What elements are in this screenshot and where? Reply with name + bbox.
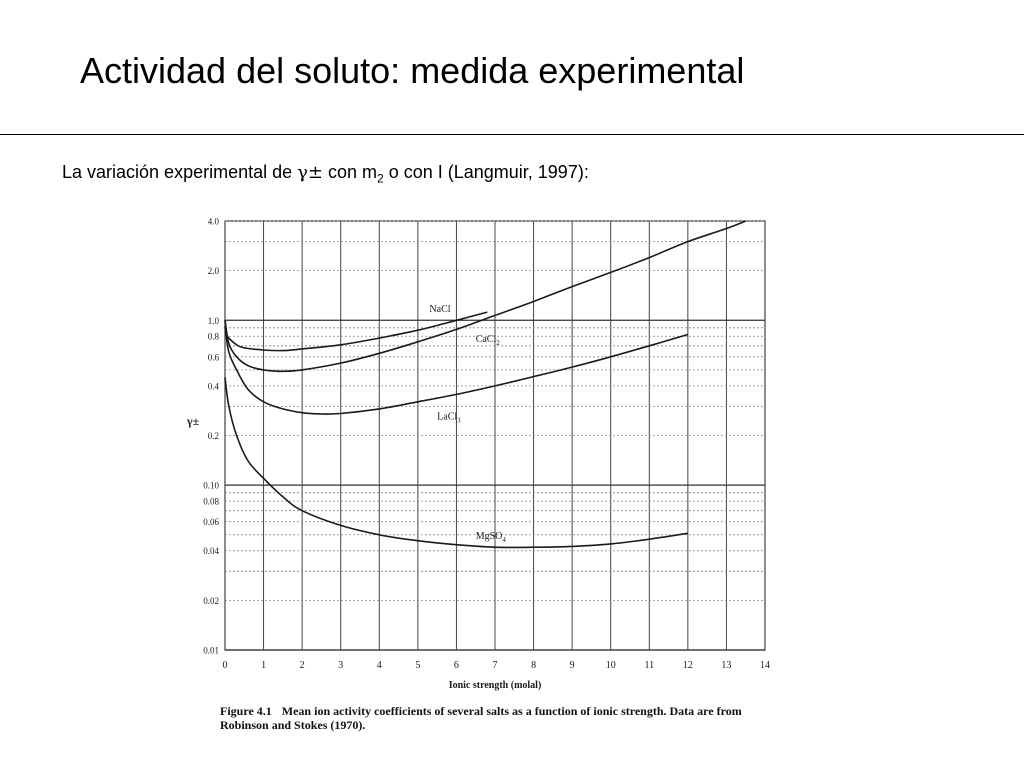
x-tick-label: 11 <box>644 660 654 671</box>
subtitle-text-mid: con m <box>322 162 378 182</box>
figure-label: Figure 4.1 <box>220 704 272 718</box>
x-tick-label: 12 <box>683 660 693 671</box>
x-tick-label: 0 <box>223 660 228 671</box>
y-tick-label: 0.2 <box>208 431 219 441</box>
cacl2-curve <box>224 220 747 373</box>
x-tick-label: 1 <box>261 660 266 671</box>
slide-title: Actividad del soluto: medida experimenta… <box>80 50 745 91</box>
y-tick-label: 0.02 <box>203 596 219 606</box>
slide-subtitle: La variación experimental de γ± con m2 o… <box>62 162 589 186</box>
mgso4-curve <box>224 377 689 549</box>
x-tick-label: 4 <box>377 660 382 671</box>
chart-curves <box>224 220 747 549</box>
chart-tick-labels: 0 1 2 3 4 5 6 7 8 9 10 11 12 13 144.02.01.00.80.60.40.… <box>203 217 770 672</box>
mgso4-series-label: MgSO4 <box>476 531 507 544</box>
x-axis-label: Ionic strength (molal) <box>449 680 542 691</box>
x-tick-label: 13 <box>721 660 731 671</box>
subscript-two: 2 <box>377 171 384 186</box>
y-tick-label: 0.8 <box>208 332 220 342</box>
subtitle-text-start: La variación experimental de <box>62 162 298 182</box>
y-tick-label: 2.0 <box>208 266 220 276</box>
x-tick-label: 7 <box>493 660 498 671</box>
chart-grid <box>224 220 766 651</box>
figure-caption-text: Mean ion activity coefficients of severa… <box>220 704 742 732</box>
cacl2-series-label: CaCl2 <box>476 334 501 347</box>
x-tick-label: 3 <box>338 660 343 671</box>
y-tick-label: 0.6 <box>208 352 220 362</box>
x-tick-label: 6 <box>454 660 459 671</box>
x-tick-label: 2 <box>300 660 305 671</box>
subtitle-text-end: o con I (Langmuir, 1997): <box>383 162 589 182</box>
title-divider <box>0 134 1024 135</box>
lacl3-curve <box>224 326 689 415</box>
chart-series-labels: NaCl CaCl2 LaCl3 MgSO4 <box>429 304 506 544</box>
y-tick-label: 4.0 <box>208 217 220 227</box>
x-tick-label: 5 <box>415 660 420 671</box>
lacl3-series-label: LaCl3 <box>437 412 461 425</box>
nacl-curve <box>224 311 488 352</box>
y-tick-label: 0.08 <box>203 497 219 507</box>
x-tick-label: 14 <box>760 660 770 671</box>
x-tick-label: 10 <box>606 660 616 671</box>
nacl-series-label: NaCl <box>429 304 450 315</box>
gamma-symbol: γ± <box>297 162 323 183</box>
y-tick-label: 1.0 <box>208 316 220 326</box>
figure-caption: Figure 4.1 Mean ion activity coefficients… <box>220 704 780 732</box>
y-tick-label: 0.04 <box>203 546 219 556</box>
x-tick-label: 8 <box>531 660 536 671</box>
y-tick-label: 0.01 <box>203 646 219 656</box>
y-tick-label: 0.10 <box>203 481 219 491</box>
y-tick-label: 0.06 <box>203 517 219 527</box>
y-tick-label: 0.4 <box>208 381 220 391</box>
y-axis-label: γ± <box>186 414 200 428</box>
x-tick-label: 9 <box>570 660 575 671</box>
